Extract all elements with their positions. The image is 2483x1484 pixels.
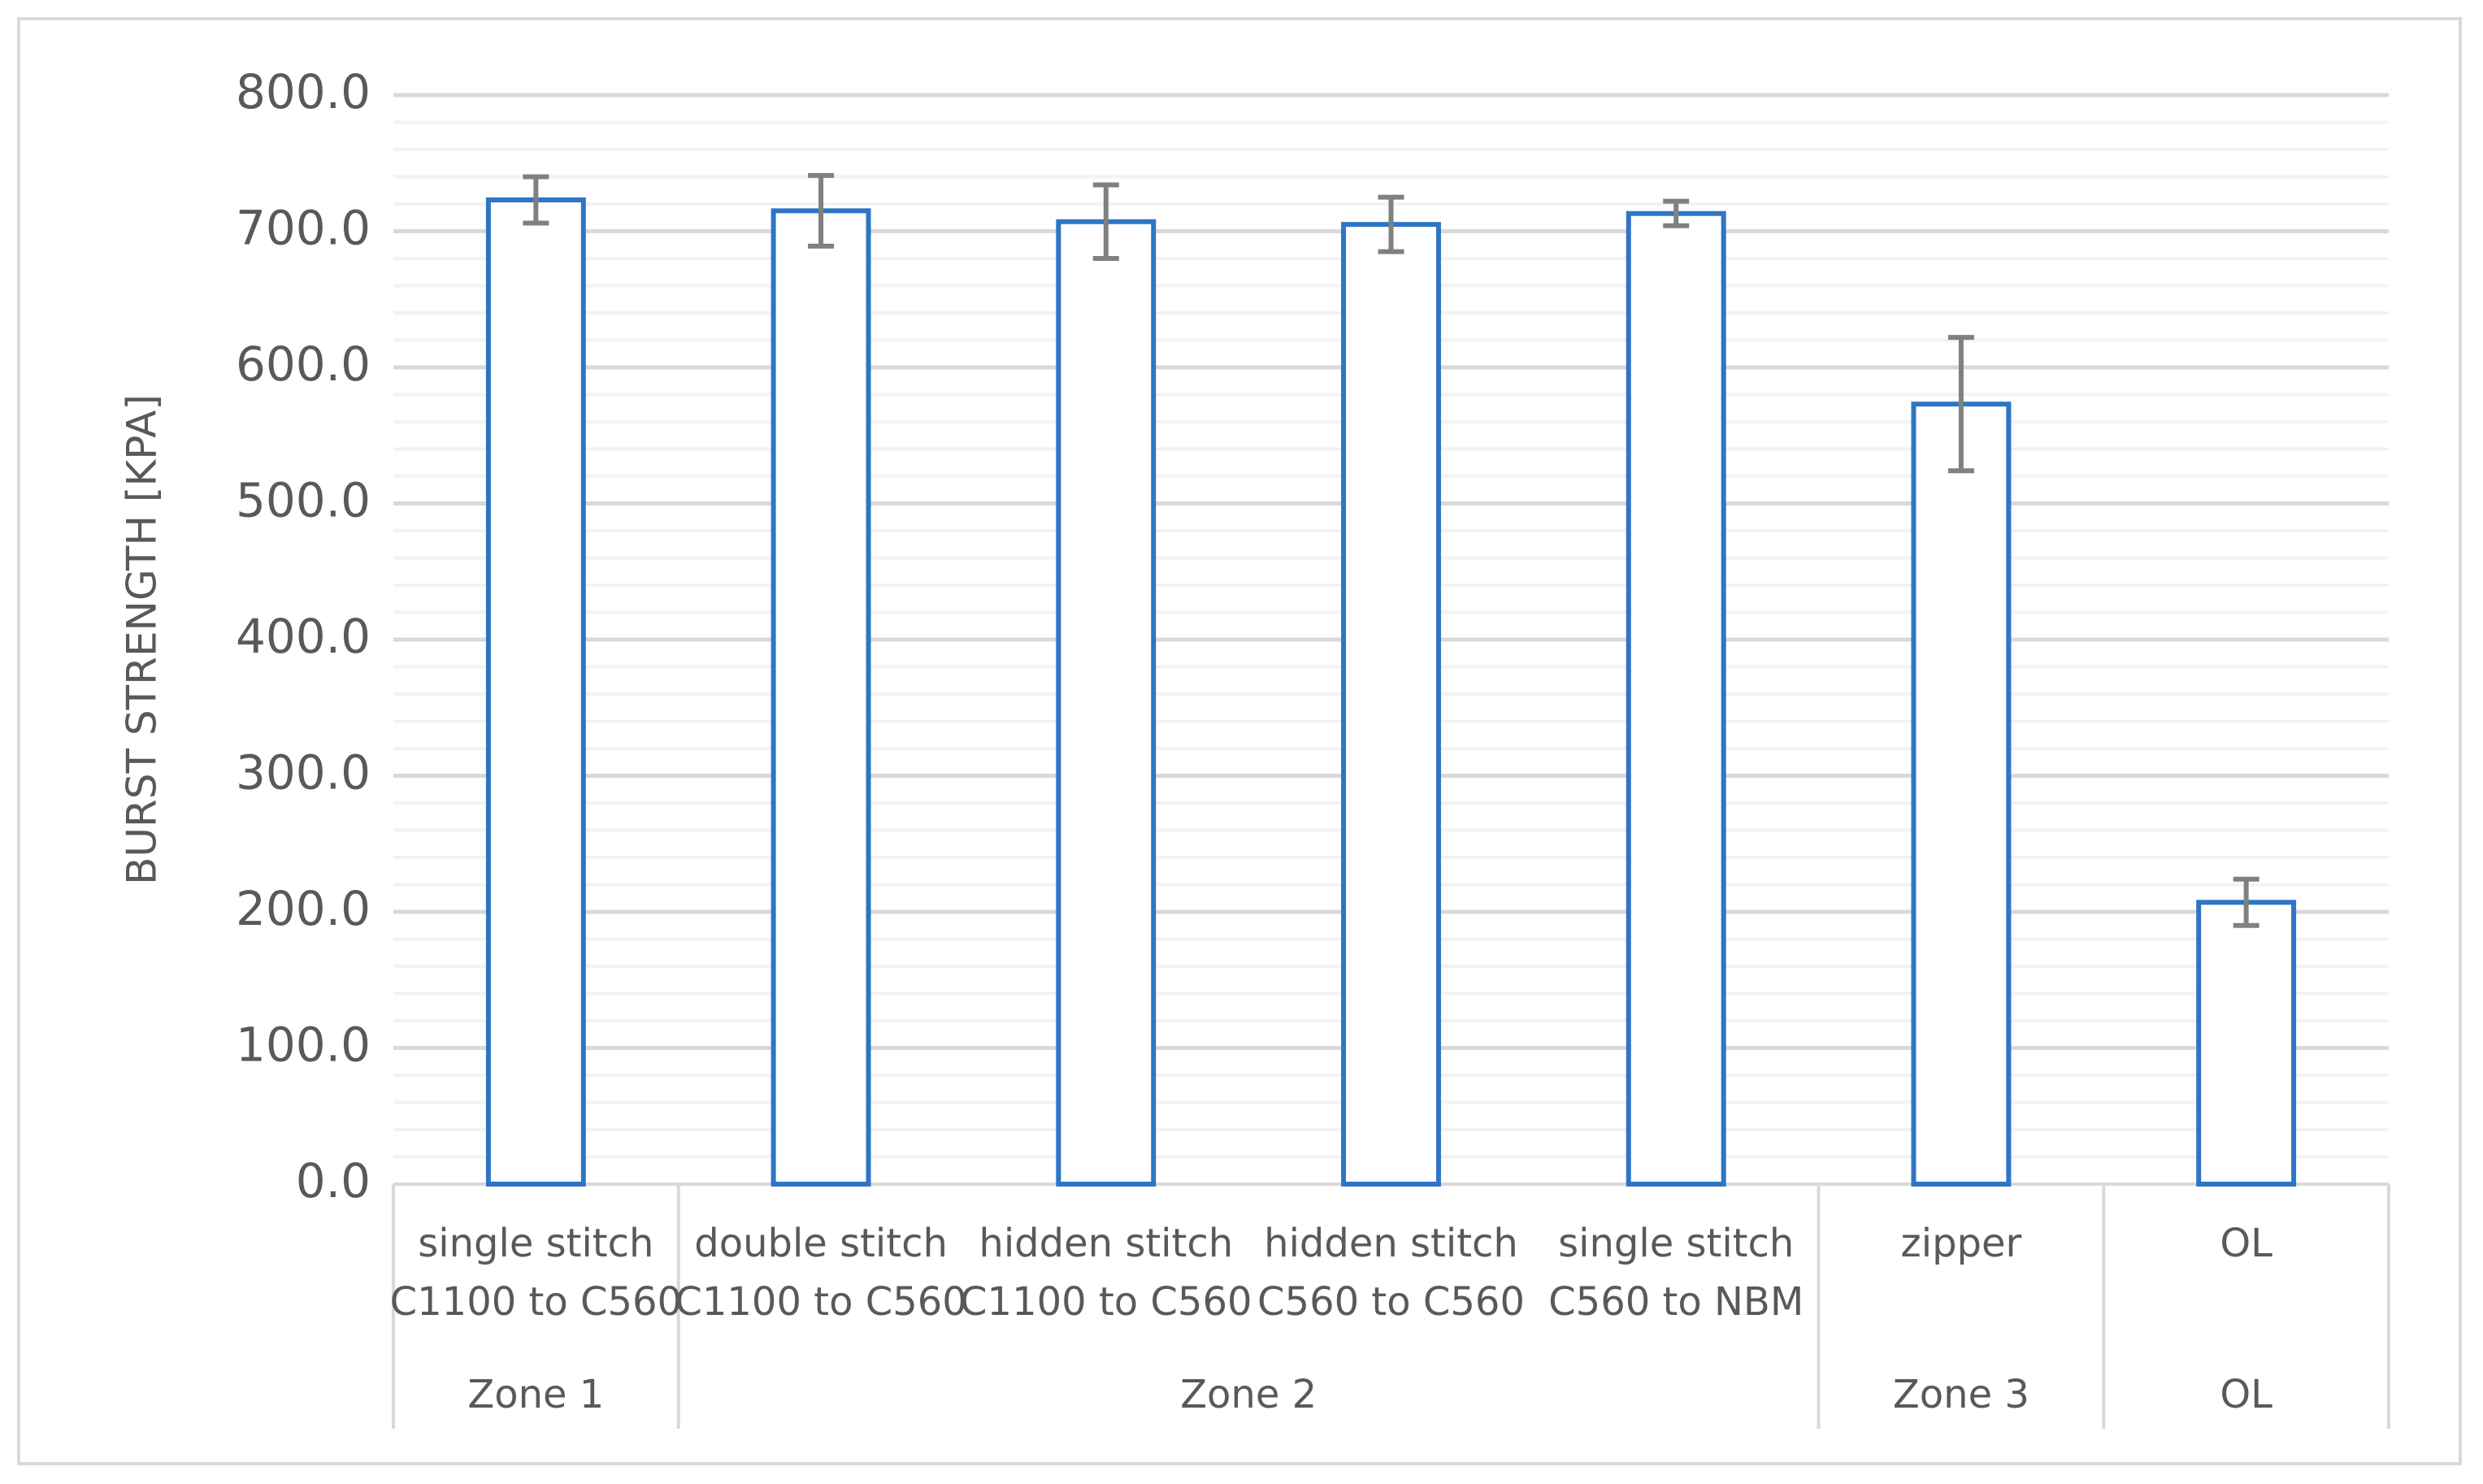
x-tick-label: hidden stitch — [1264, 1221, 1518, 1266]
bar — [485, 197, 586, 1187]
y-tick-label: 800.0 — [236, 64, 371, 119]
bar — [1056, 219, 1157, 1187]
y-tick-label: 0.0 — [296, 1153, 371, 1208]
bar — [2196, 900, 2297, 1187]
y-tick-label: 700.0 — [236, 201, 371, 256]
y-tick-label: 500.0 — [236, 473, 371, 528]
group-label: Zone 1 — [467, 1372, 604, 1417]
x-tick-label: C1100 to C560 — [675, 1279, 967, 1325]
x-tick-label: double stitch — [694, 1221, 948, 1266]
group-label: Zone 3 — [1893, 1372, 2029, 1417]
chart-border — [17, 17, 2462, 1465]
x-tick-label: C560 to NBM — [1548, 1279, 1804, 1325]
bar — [1341, 222, 1441, 1187]
bar — [1911, 401, 2012, 1187]
x-tick-label: OL — [2220, 1221, 2272, 1266]
bar — [771, 208, 871, 1187]
x-tick-label: single stitch — [418, 1221, 653, 1266]
x-tick-label: C1100 to C560 — [960, 1279, 1252, 1325]
x-tick-label: single stitch — [1558, 1221, 1794, 1266]
group-label: Zone 2 — [1180, 1372, 1317, 1417]
bar — [1626, 210, 1726, 1187]
x-tick-label: C560 to C560 — [1257, 1279, 1525, 1325]
y-tick-label: 600.0 — [236, 336, 371, 392]
group-label: OL — [2220, 1372, 2272, 1417]
y-axis-title: BURST STRENGTH [KPA] — [119, 394, 166, 885]
y-tick-label: 400.0 — [236, 609, 371, 664]
y-tick-label: 200.0 — [236, 881, 371, 936]
x-tick-label: C1100 to C560 — [390, 1279, 683, 1325]
x-tick-label: zipper — [1901, 1221, 2022, 1266]
y-tick-label: 300.0 — [236, 745, 371, 801]
x-tick-label: hidden stitch — [979, 1221, 1233, 1266]
y-tick-label: 100.0 — [236, 1018, 371, 1073]
